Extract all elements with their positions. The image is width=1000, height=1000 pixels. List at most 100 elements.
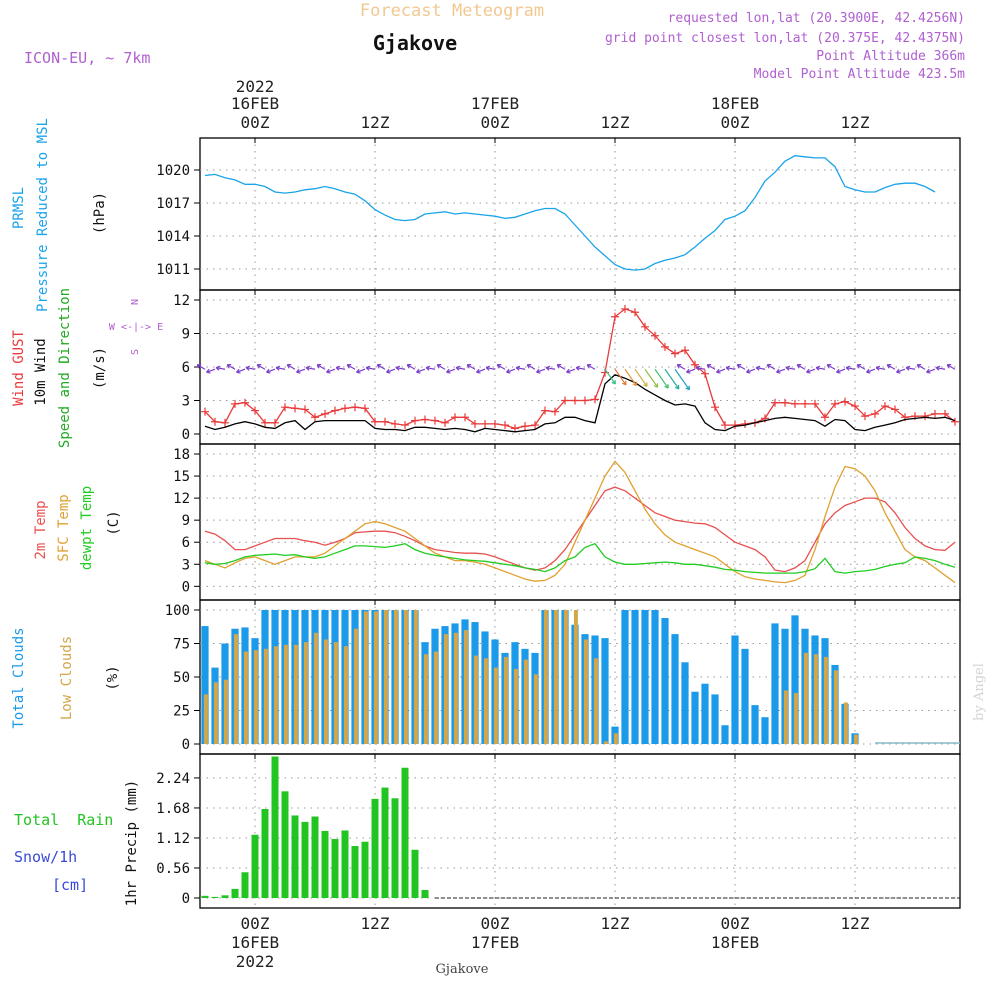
low-cloud-bar bbox=[403, 610, 408, 744]
wind-arrow bbox=[456, 367, 466, 370]
wind-arrow-head bbox=[266, 368, 271, 374]
low-cloud-bar bbox=[493, 667, 498, 744]
wind-arrow bbox=[806, 368, 816, 373]
top-date-label: 16FEB bbox=[231, 94, 279, 113]
low-cloud-bar bbox=[203, 694, 208, 744]
prmsl-unit: (hPa) bbox=[92, 192, 108, 234]
wind-arrow bbox=[856, 364, 866, 370]
gust-marker bbox=[381, 417, 389, 426]
wind-arrow-head bbox=[766, 364, 772, 369]
gust-marker bbox=[401, 421, 409, 430]
bottom-hour-label: 00Z bbox=[481, 914, 510, 933]
prmsl-label: PRMSL bbox=[11, 187, 27, 229]
wind-ytick-label: 12 bbox=[173, 293, 190, 309]
gust-marker bbox=[511, 424, 519, 433]
point-altitude: Point Altitude 366m bbox=[816, 49, 965, 64]
precip-ytick-label: 0.56 bbox=[156, 861, 190, 877]
wind-arrow-head bbox=[875, 365, 881, 371]
wind-arrow bbox=[416, 368, 426, 373]
wind-labels: Wind GUST 10m Wind Speed and Direction (… bbox=[11, 288, 163, 448]
footer-location: Gjakove bbox=[436, 962, 489, 977]
wind-arrow-head bbox=[526, 364, 532, 369]
rain-bar bbox=[321, 831, 329, 898]
clouds-ytick-label: 100 bbox=[165, 603, 190, 619]
gust-marker bbox=[221, 418, 229, 427]
gust-marker bbox=[211, 417, 219, 426]
wind-arrow bbox=[676, 364, 686, 370]
credit-watermark: by Angel bbox=[972, 663, 987, 721]
low-cloud-bar bbox=[543, 610, 548, 744]
rain-bar bbox=[311, 816, 319, 898]
wind-arrow bbox=[586, 364, 596, 370]
low-cloud-bar bbox=[263, 648, 268, 744]
gust-marker bbox=[831, 399, 839, 408]
precip-frame bbox=[199, 753, 961, 909]
wind-arrow bbox=[546, 367, 556, 370]
wind-arrow bbox=[796, 364, 806, 370]
gust-marker bbox=[201, 407, 209, 416]
wind-arrow-head bbox=[653, 383, 659, 388]
gust-marker bbox=[621, 304, 629, 313]
wind-arrow bbox=[886, 364, 896, 370]
wind-arrow-head bbox=[485, 365, 491, 371]
gust-marker bbox=[541, 406, 549, 415]
low-cloud-bar bbox=[213, 682, 218, 744]
wind-arrow bbox=[736, 364, 746, 370]
temp2m-label: 2m Temp bbox=[33, 500, 49, 559]
wind-arrow-head bbox=[215, 365, 221, 371]
prmsl-labels: PRMSL Pressure Reduced to MSL (hPa) bbox=[11, 118, 108, 312]
low-cloud-bar bbox=[353, 628, 358, 744]
low-cloud-bar bbox=[253, 650, 258, 744]
wind-arrow-head bbox=[621, 380, 627, 386]
wind-arrow-head bbox=[316, 364, 322, 369]
rain-bar bbox=[281, 791, 289, 898]
dewpt-label: dewpt Temp bbox=[79, 486, 95, 570]
gust-marker bbox=[631, 308, 639, 317]
total-cloud-bar bbox=[671, 634, 679, 744]
bottom-hour-label: 12Z bbox=[841, 914, 870, 933]
snow-label: Snow/1h bbox=[14, 848, 77, 866]
wind-arrow-head bbox=[632, 381, 638, 387]
rain-bar bbox=[291, 815, 299, 898]
wind-arrow-head bbox=[536, 368, 541, 374]
wind-arrow bbox=[386, 368, 396, 373]
low-cloud-bar bbox=[813, 654, 818, 744]
wind-arrow bbox=[286, 364, 296, 370]
model-altitude: Model Point Altitude 423.5m bbox=[754, 67, 965, 82]
gust-marker bbox=[351, 403, 359, 412]
wind-arrow bbox=[486, 367, 496, 370]
wind-arrow-head bbox=[836, 368, 841, 374]
top-hour-label: 12Z bbox=[601, 113, 630, 132]
total-cloud-label: Total Clouds bbox=[11, 627, 27, 728]
temp-labels: 2m Temp SFC Temp dewpt Temp (C) bbox=[33, 486, 122, 570]
wind-arrow bbox=[566, 368, 576, 373]
low-cloud-bar bbox=[463, 630, 468, 744]
low-cloud-bar bbox=[843, 702, 848, 744]
wind-arrow-head bbox=[296, 368, 301, 374]
total-cloud-bar bbox=[761, 717, 769, 744]
gust-marker bbox=[891, 405, 899, 414]
prmsl-frame bbox=[199, 137, 961, 291]
gust-marker bbox=[291, 404, 299, 413]
wind-arrow-head bbox=[845, 365, 851, 371]
low-cloud-bar bbox=[433, 651, 438, 744]
wind-ytick-label: 3 bbox=[182, 394, 190, 410]
rain-bar bbox=[331, 839, 339, 898]
gust-marker bbox=[391, 419, 399, 428]
gust-marker bbox=[371, 417, 379, 426]
gust-marker bbox=[311, 413, 319, 422]
low-cloud-bar bbox=[533, 674, 538, 744]
bottom-year-label: 2022 bbox=[236, 952, 275, 971]
gust-marker bbox=[231, 399, 239, 408]
wind-arrow-head bbox=[425, 365, 431, 371]
rain-bar bbox=[221, 895, 229, 898]
rain-bar bbox=[241, 872, 249, 898]
low-cloud-bar bbox=[503, 656, 508, 744]
gust-marker bbox=[951, 417, 959, 426]
wind-arrow bbox=[756, 367, 766, 370]
rain-bar bbox=[271, 756, 279, 898]
gust-marker bbox=[411, 416, 419, 425]
gust-marker bbox=[341, 404, 349, 413]
series-2m-temp bbox=[204, 486, 956, 573]
wind-arrow bbox=[826, 364, 836, 370]
